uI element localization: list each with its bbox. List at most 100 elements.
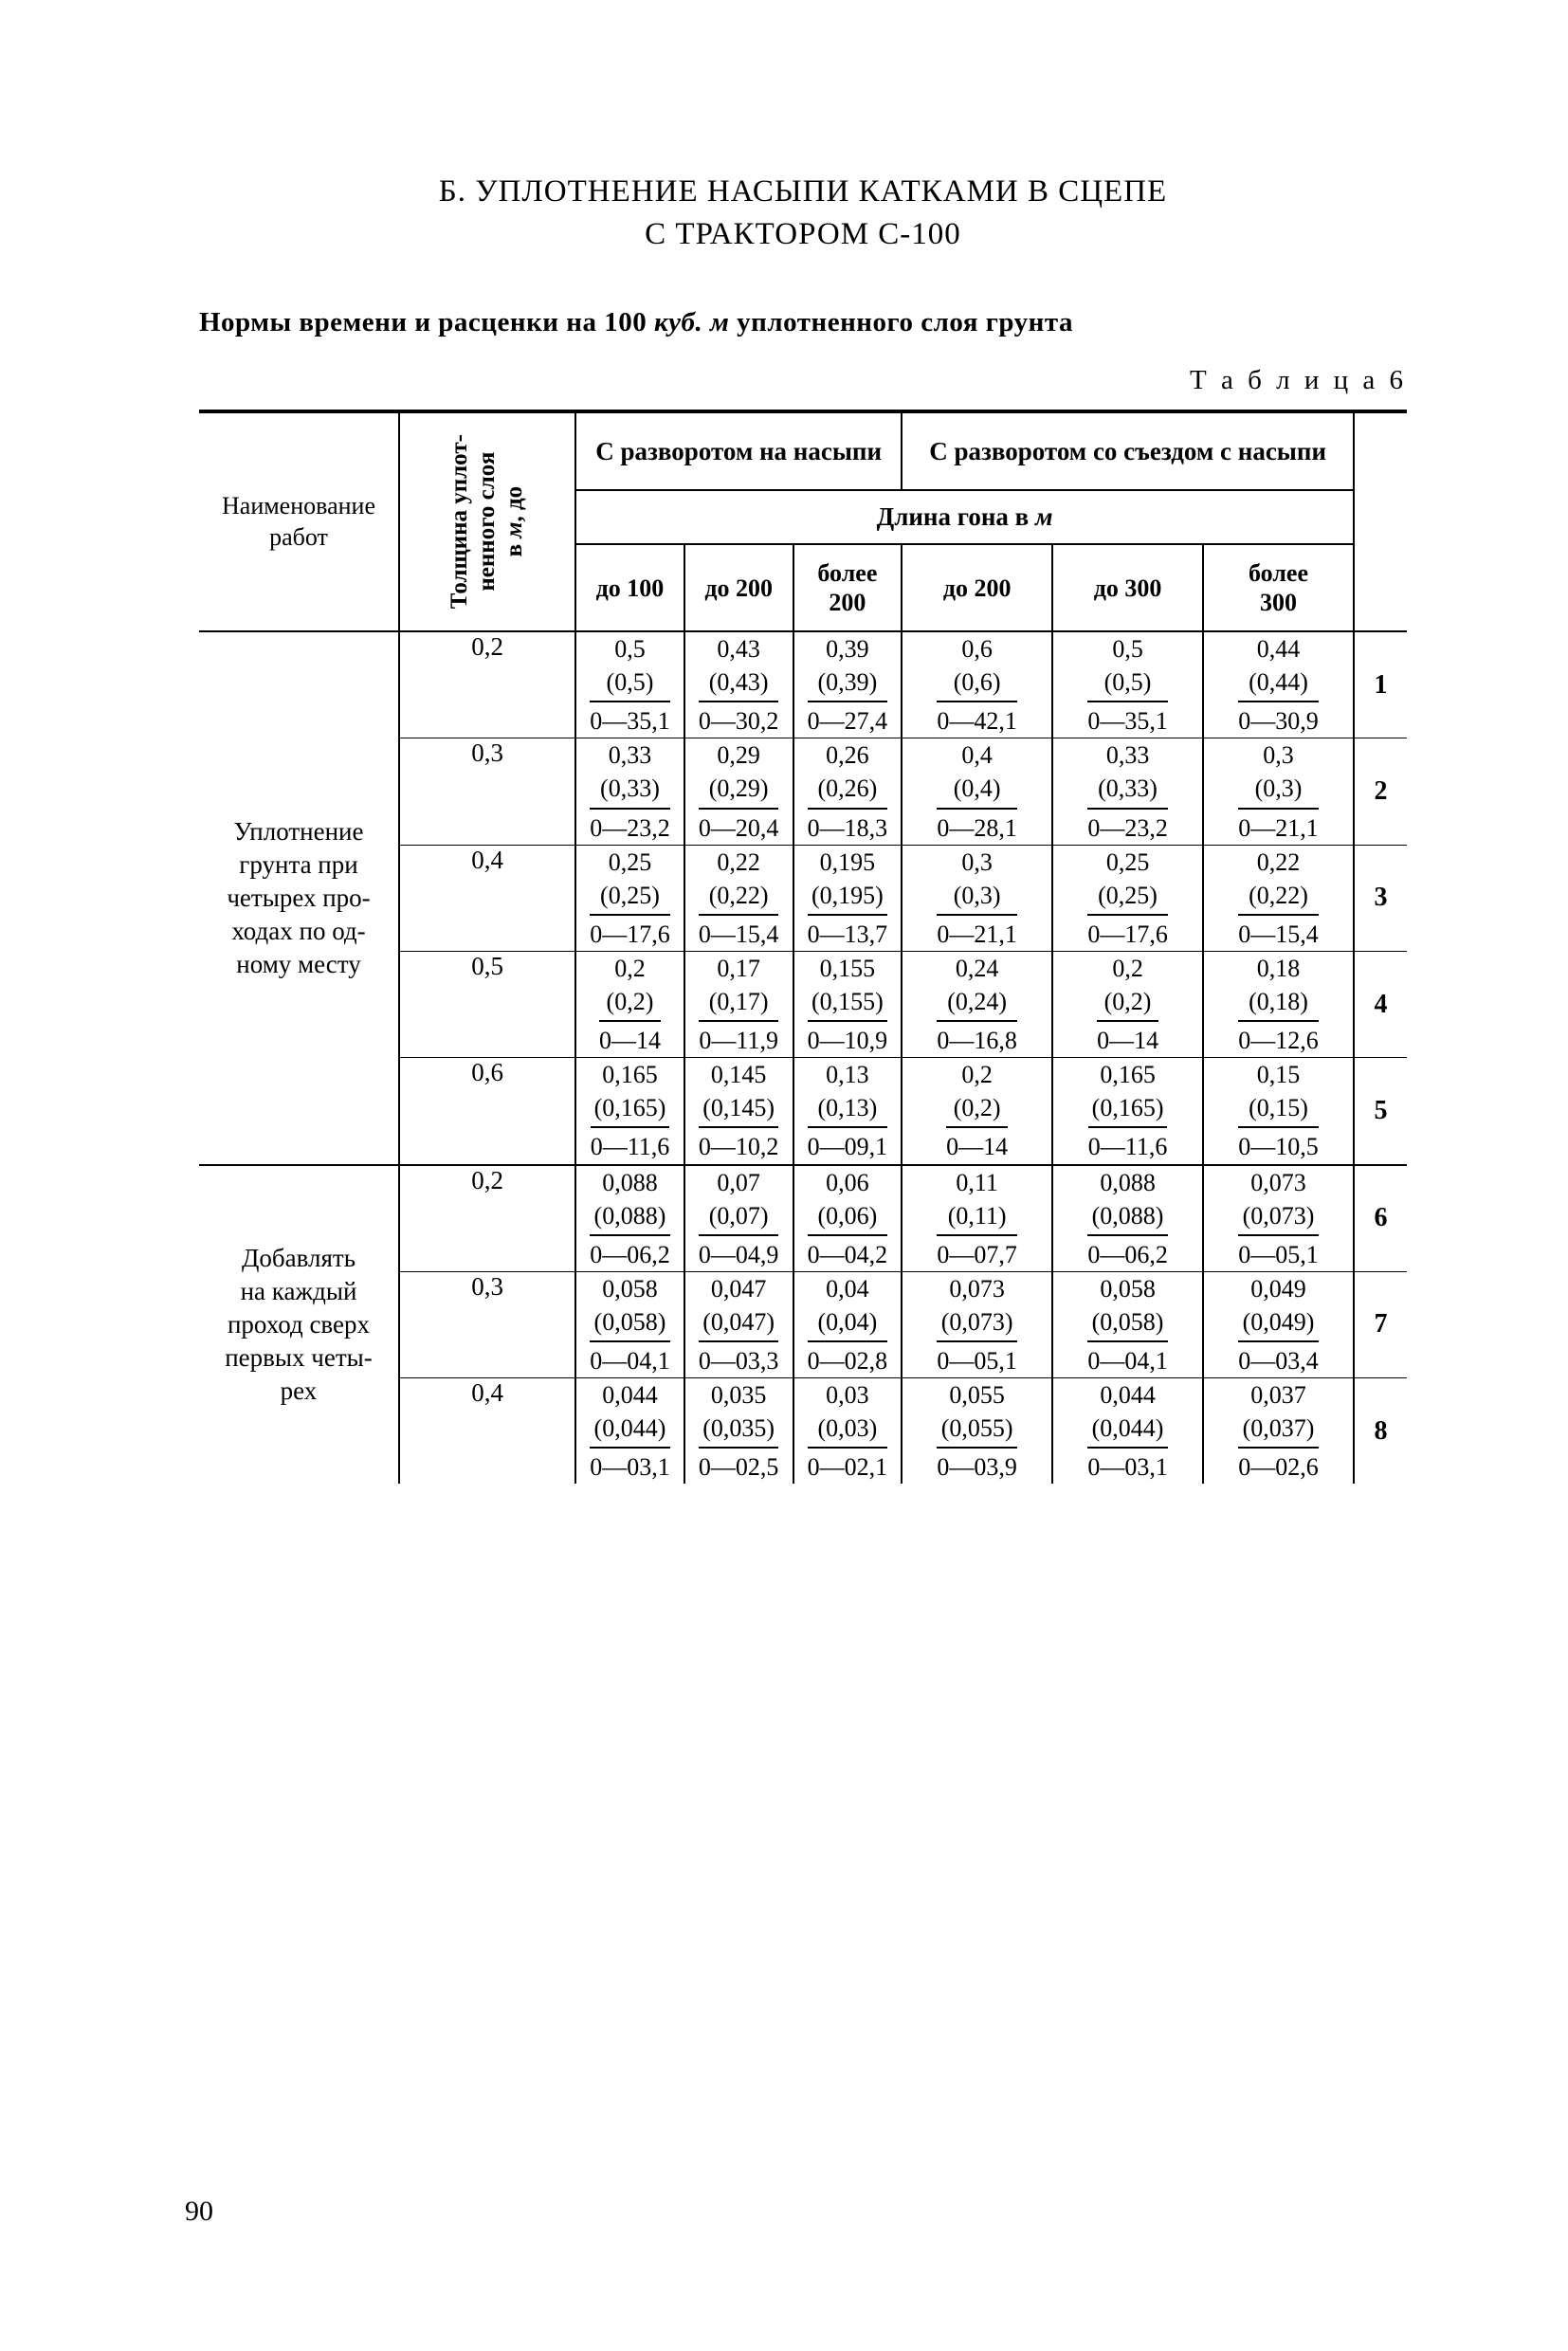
value-mid: (0,44)	[1238, 665, 1319, 702]
value-bot: 0—03,1	[1087, 1449, 1168, 1484]
value-bot: 0—03,4	[1238, 1342, 1319, 1377]
value-mid: (0,04)	[808, 1305, 888, 1342]
value-mid: (0,29)	[699, 772, 779, 809]
value-mid: (0,073)	[1238, 1199, 1319, 1236]
row-number-cell: 2	[1354, 738, 1407, 845]
value-triple: 0,2(0,2)0—14	[1097, 952, 1158, 1057]
subtitle-pre: Нормы времени и расценки на 100	[199, 307, 654, 337]
value-top: 0,13	[808, 1058, 888, 1091]
value-triple: 0,29(0,29)0—20,4	[699, 738, 779, 844]
value-triple: 0,11(0,11)0—07,7	[937, 1166, 1017, 1271]
value-top: 0,2	[599, 952, 661, 985]
table-header: Наименование работ Толщина уплот-ненного…	[199, 411, 1407, 631]
value-cell: 0,43(0,43)0—30,2	[684, 631, 793, 738]
value-top: 0,4	[937, 738, 1017, 772]
value-cell: 0,15(0,15)0—10,5	[1203, 1058, 1354, 1165]
value-bot: 0—15,4	[1238, 916, 1319, 951]
value-triple: 0,073(0,073)0—05,1	[937, 1272, 1017, 1377]
value-mid: (0,06)	[808, 1199, 888, 1236]
thickness-cell: 0,2	[399, 1165, 575, 1272]
value-bot: 0—02,5	[699, 1449, 779, 1484]
value-triple: 0,088(0,088)0—06,2	[1087, 1166, 1168, 1271]
value-cell: 0,04(0,04)0—02,8	[793, 1271, 903, 1377]
value-mid: (0,165)	[1088, 1091, 1168, 1128]
row-number-cell: 7	[1354, 1271, 1407, 1377]
value-triple: 0,088(0,088)0—06,2	[590, 1166, 670, 1271]
value-bot: 0—10,2	[699, 1128, 779, 1163]
value-top: 0,06	[808, 1166, 888, 1199]
value-mid: (0,6)	[937, 665, 1017, 702]
value-triple: 0,044(0,044)0—03,1	[590, 1378, 670, 1484]
value-triple: 0,5(0,5)0—35,1	[590, 632, 670, 738]
value-top: 0,195	[808, 846, 888, 879]
hdr-col-b3: более300	[1203, 544, 1354, 631]
page: Б. УПЛОТНЕНИЕ НАСЫПИ КАТКАМИ В СЦЕПЕ С Т…	[0, 0, 1568, 2351]
value-bot: 0—02,6	[1238, 1449, 1319, 1484]
value-bot: 0—30,2	[699, 702, 779, 738]
hdr-row-number	[1354, 411, 1407, 631]
value-cell: 0,13(0,13)0—09,1	[793, 1058, 903, 1165]
subtitle-unit: куб. м	[654, 307, 729, 337]
value-cell: 0,17(0,17)0—11,9	[684, 951, 793, 1057]
value-mid: (0,195)	[808, 879, 888, 916]
value-mid: (0,2)	[946, 1091, 1008, 1128]
row-number-cell: 8	[1354, 1378, 1407, 1485]
value-triple: 0,17(0,17)0—11,9	[699, 952, 778, 1057]
value-top: 0,11	[937, 1166, 1017, 1199]
value-mid: (0,044)	[1087, 1412, 1168, 1449]
value-bot: 0—06,2	[590, 1236, 670, 1271]
value-triple: 0,047(0,047)0—03,3	[699, 1272, 779, 1377]
value-mid: (0,047)	[699, 1305, 779, 1342]
value-top: 0,145	[699, 1058, 779, 1091]
value-mid: (0,5)	[590, 665, 670, 702]
value-top: 0,035	[699, 1378, 779, 1412]
value-cell: 0,5(0,5)0—35,1	[575, 631, 684, 738]
value-cell: 0,165(0,165)0—11,6	[1052, 1058, 1203, 1165]
value-cell: 0,055(0,055)0—03,9	[902, 1378, 1052, 1485]
value-cell: 0,3(0,3)0—21,1	[1203, 738, 1354, 845]
value-cell: 0,088(0,088)0—06,2	[575, 1165, 684, 1272]
value-top: 0,03	[808, 1378, 888, 1412]
value-cell: 0,165(0,165)0—11,6	[575, 1058, 684, 1165]
hdr-col-b1: до 200	[902, 544, 1052, 631]
value-mid: (0,058)	[1087, 1305, 1168, 1342]
value-bot: 0—10,5	[1238, 1128, 1319, 1163]
value-mid: (0,2)	[1097, 985, 1158, 1022]
hdr-thickness-text: Толщина уплот-ненного слояв м, до	[447, 435, 528, 610]
value-bot: 0—16,8	[937, 1022, 1017, 1057]
value-triple: 0,33(0,33)0—23,2	[590, 738, 670, 844]
value-mid: (0,088)	[590, 1199, 670, 1236]
value-top: 0,6	[937, 632, 1017, 665]
value-cell: 0,049(0,049)0—03,4	[1203, 1271, 1354, 1377]
subtitle-post: уплотненного слоя грунта	[729, 307, 1073, 337]
value-top: 0,33	[590, 738, 670, 772]
value-cell: 0,195(0,195)0—13,7	[793, 845, 903, 951]
value-top: 0,44	[1238, 632, 1319, 665]
value-mid: (0,058)	[590, 1305, 670, 1342]
value-top: 0,155	[808, 952, 888, 985]
table-row: Уплотнениегрунта причетырех про-ходах по…	[199, 631, 1407, 738]
table-body: Уплотнениегрунта причетырех про-ходах по…	[199, 631, 1407, 1484]
value-top: 0,39	[808, 632, 888, 665]
value-bot: 0—23,2	[1087, 810, 1168, 845]
value-triple: 0,18(0,18)0—12,6	[1238, 952, 1319, 1057]
value-bot: 0—03,1	[590, 1449, 670, 1484]
value-bot: 0—03,3	[699, 1342, 779, 1377]
value-cell: 0,073(0,073)0—05,1	[902, 1271, 1052, 1377]
value-top: 0,33	[1087, 738, 1168, 772]
value-mid: (0,22)	[699, 879, 779, 916]
value-cell: 0,33(0,33)0—23,2	[575, 738, 684, 845]
value-bot: 0—42,1	[937, 702, 1017, 738]
page-number: 90	[185, 2196, 213, 2228]
value-triple: 0,25(0,25)0—17,6	[590, 846, 670, 951]
value-triple: 0,3(0,3)0—21,1	[937, 846, 1017, 951]
hdr-span-unit: м	[1035, 502, 1053, 531]
value-triple: 0,044(0,044)0—03,1	[1087, 1378, 1168, 1484]
value-top: 0,22	[699, 846, 779, 879]
value-mid: (0,145)	[699, 1091, 779, 1128]
value-bot: 0—17,6	[1087, 916, 1168, 951]
value-cell: 0,26(0,26)0—18,3	[793, 738, 903, 845]
norms-table: Наименование работ Толщина уплот-ненного…	[199, 410, 1407, 1484]
hdr-col-b2: до 300	[1052, 544, 1203, 631]
value-triple: 0,145(0,145)0—10,2	[699, 1058, 779, 1163]
